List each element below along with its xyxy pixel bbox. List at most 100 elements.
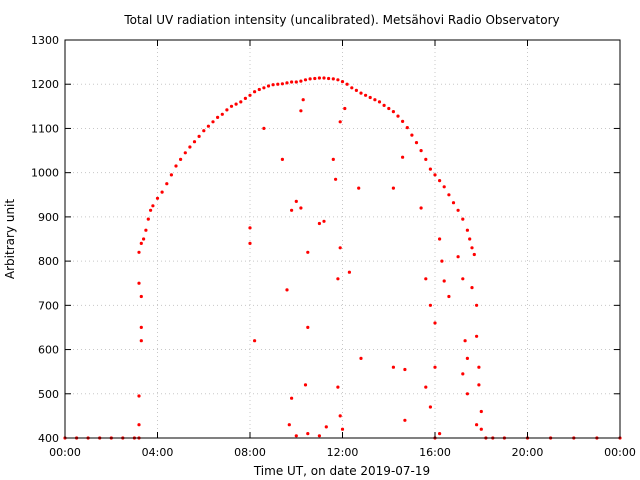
data-point [331, 77, 335, 81]
data-point [343, 106, 347, 111]
data-point [262, 86, 266, 90]
data-point [317, 221, 321, 226]
data-point [428, 405, 432, 409]
data-point [137, 423, 141, 427]
data-point [188, 145, 192, 149]
data-point [174, 164, 178, 168]
y-tick-label: 1300 [31, 34, 59, 47]
data-point [338, 246, 342, 250]
data-point [299, 109, 303, 113]
data-point [257, 87, 261, 92]
data-point [239, 100, 243, 104]
data-point [438, 432, 442, 436]
data-point [396, 114, 400, 118]
data-point [336, 277, 340, 281]
data-point [428, 303, 432, 307]
data-point [248, 93, 252, 97]
data-point [461, 277, 465, 281]
data-point [271, 83, 275, 87]
data-point [137, 281, 141, 285]
data-point [308, 77, 312, 81]
data-point [470, 286, 474, 290]
data-point [280, 82, 284, 86]
y-tick-label: 800 [38, 255, 59, 268]
data-point [387, 106, 391, 111]
plot-frame [64, 39, 621, 439]
data-point [139, 325, 143, 329]
data-point [472, 252, 476, 257]
data-point [403, 367, 407, 372]
data-point [345, 82, 349, 86]
x-tick-label: 16:00 [419, 446, 451, 459]
data-point [280, 157, 284, 161]
data-point [414, 141, 419, 145]
data-point [479, 427, 483, 431]
x-tick-label: 08:00 [234, 446, 266, 459]
data-point [451, 201, 456, 205]
grid-lines [65, 40, 620, 438]
data-point [347, 270, 351, 274]
data-point [424, 385, 428, 389]
data-point [262, 126, 266, 130]
data-point [336, 385, 340, 389]
data-point [276, 82, 280, 86]
data-point [340, 80, 345, 84]
data-point [137, 250, 141, 254]
data-point [438, 237, 442, 241]
data-points [63, 76, 622, 440]
y-axis-label: Arbitrary unit [3, 199, 17, 279]
data-point [465, 228, 469, 232]
data-point [299, 206, 303, 210]
y-tick-label: 900 [38, 211, 59, 224]
data-point [146, 217, 150, 221]
data-point [211, 120, 215, 124]
data-point [303, 383, 308, 387]
data-point [155, 196, 160, 200]
data-point [350, 86, 354, 90]
y-tick-label: 500 [38, 388, 59, 401]
data-point [160, 190, 164, 194]
x-tick-label: 00:00 [49, 446, 81, 459]
data-point [206, 124, 210, 128]
data-point [306, 250, 310, 254]
data-point [456, 255, 460, 259]
data-point [359, 91, 363, 95]
data-point [463, 339, 467, 343]
data-point [331, 157, 335, 161]
data-point [391, 186, 395, 190]
data-point [477, 383, 481, 387]
data-point [306, 325, 310, 329]
chart-title: Total UV radiation intensity (uncalibrat… [123, 13, 559, 27]
data-point [290, 80, 294, 84]
data-point [338, 120, 342, 124]
data-point [401, 155, 405, 159]
data-point [285, 81, 289, 85]
y-tick-label: 600 [38, 344, 59, 357]
data-point [428, 167, 432, 171]
data-point [322, 76, 326, 80]
data-point [165, 182, 169, 186]
data-point [287, 423, 291, 427]
data-point [401, 119, 405, 123]
data-point [183, 151, 187, 155]
data-point [419, 149, 423, 153]
x-tick-labels: 00:00 04:00 08:00 12:00 16:00 20:00 00:00 [49, 446, 636, 459]
data-point [336, 78, 340, 82]
data-point [334, 177, 338, 181]
y-tick-label: 700 [38, 299, 59, 312]
data-point [447, 193, 451, 197]
data-point [475, 423, 479, 427]
data-point [225, 108, 229, 112]
data-point [202, 129, 206, 133]
data-point [438, 179, 442, 183]
data-point [139, 241, 143, 245]
data-point [424, 157, 428, 161]
axis-ticks [64, 39, 621, 439]
data-point [368, 95, 372, 100]
x-tick-label: 12:00 [327, 446, 359, 459]
data-point [433, 321, 437, 325]
data-point [142, 237, 146, 241]
data-point [354, 88, 358, 92]
data-point [479, 409, 483, 414]
data-point [248, 241, 252, 245]
